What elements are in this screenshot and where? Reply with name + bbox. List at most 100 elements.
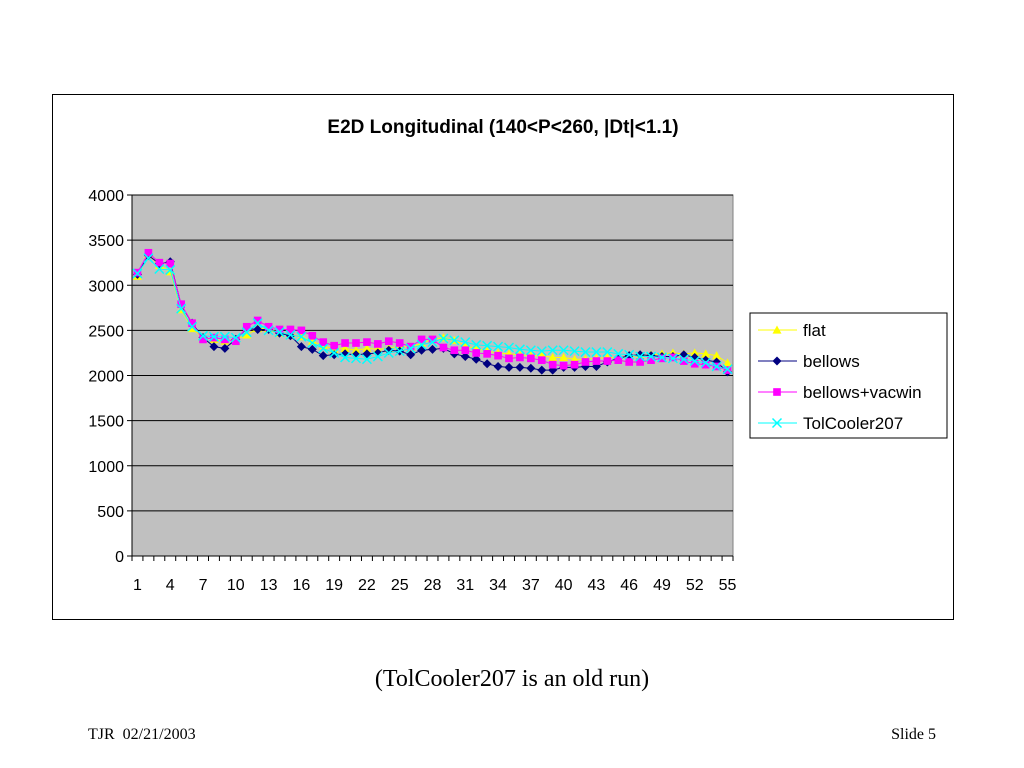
data-point bbox=[187, 324, 197, 333]
marker-x-stroke bbox=[635, 351, 646, 362]
marker-x-stroke bbox=[525, 345, 536, 356]
marker-x-stroke bbox=[471, 339, 482, 350]
data-point bbox=[318, 343, 329, 354]
y-tick-label: 1500 bbox=[88, 414, 124, 431]
marker-x-stroke bbox=[361, 354, 372, 365]
data-point bbox=[362, 343, 372, 353]
data-point bbox=[656, 352, 668, 363]
x-tick-label: 52 bbox=[686, 577, 704, 594]
data-point bbox=[307, 344, 317, 354]
legend-label: TolCooler207 bbox=[803, 414, 903, 433]
marker-x-stroke bbox=[154, 263, 165, 275]
marker-x-stroke bbox=[678, 354, 689, 365]
x-tick-label: 22 bbox=[358, 577, 376, 594]
x-tick-label: 19 bbox=[325, 577, 343, 594]
data-point bbox=[689, 356, 700, 367]
data-point bbox=[690, 348, 700, 357]
data-point bbox=[221, 335, 229, 344]
data-point bbox=[296, 331, 307, 342]
x-tick-label: 4 bbox=[166, 577, 175, 594]
legend-marker bbox=[773, 388, 781, 396]
data-point bbox=[537, 356, 546, 364]
marker-x-stroke bbox=[558, 345, 569, 356]
data-point bbox=[602, 347, 613, 358]
data-point bbox=[723, 358, 733, 367]
marker-x-stroke bbox=[700, 357, 711, 368]
marker-x-stroke bbox=[646, 351, 657, 362]
marker-x-stroke bbox=[176, 303, 187, 314]
data-point bbox=[144, 248, 153, 257]
data-point bbox=[264, 322, 273, 331]
data-point bbox=[351, 345, 361, 354]
marker-x-stroke bbox=[208, 331, 219, 342]
data-point bbox=[614, 356, 623, 364]
marker-x-stroke bbox=[187, 321, 198, 332]
series-3 bbox=[132, 253, 733, 375]
y-tick-label: 3000 bbox=[88, 278, 124, 295]
data-point bbox=[547, 345, 558, 356]
data-point bbox=[417, 335, 426, 344]
marker-x-stroke bbox=[296, 331, 307, 342]
marker-x-stroke bbox=[503, 342, 515, 353]
y-tick-label: 3500 bbox=[88, 233, 124, 250]
y-tick-label: 1000 bbox=[88, 459, 124, 476]
marker-x-stroke bbox=[460, 337, 471, 348]
marker-x-stroke bbox=[143, 253, 154, 264]
marker-x-stroke bbox=[514, 344, 525, 355]
marker-x-stroke bbox=[771, 417, 783, 429]
data-point bbox=[536, 346, 547, 357]
data-point bbox=[504, 362, 514, 372]
data-point bbox=[220, 343, 230, 353]
x-tick-label: 1 bbox=[133, 577, 142, 594]
marker-x-stroke bbox=[482, 340, 493, 351]
y-tick-label: 2000 bbox=[88, 369, 124, 386]
data-point bbox=[461, 346, 470, 355]
data-point bbox=[253, 324, 263, 334]
x-tick-label: 34 bbox=[489, 577, 507, 594]
legend-label: bellows bbox=[803, 352, 860, 371]
marker-x-stroke bbox=[350, 353, 362, 364]
x-tick-label: 25 bbox=[391, 577, 409, 594]
data-point bbox=[253, 316, 262, 325]
data-point bbox=[318, 351, 328, 361]
data-point bbox=[701, 349, 711, 358]
data-point bbox=[341, 339, 349, 347]
data-point bbox=[155, 258, 164, 267]
data-point bbox=[286, 325, 295, 334]
marker-x-stroke bbox=[405, 343, 416, 354]
x-tick-label: 7 bbox=[199, 577, 208, 594]
marker-x-stroke bbox=[230, 332, 241, 343]
legend-entry: bellows bbox=[758, 352, 860, 371]
data-point bbox=[570, 360, 579, 369]
x-tick-label: 49 bbox=[653, 577, 671, 594]
marker-x-stroke bbox=[493, 341, 504, 352]
data-point bbox=[482, 340, 493, 351]
data-point bbox=[460, 337, 471, 348]
marker-x-stroke bbox=[689, 356, 700, 367]
y-tick-label: 4000 bbox=[88, 188, 124, 205]
data-point bbox=[417, 345, 427, 355]
data-point bbox=[197, 330, 209, 341]
x-tick-label: 16 bbox=[292, 577, 310, 594]
data-point bbox=[581, 358, 590, 366]
marker-x-stroke bbox=[711, 361, 722, 372]
data-point bbox=[340, 343, 350, 353]
data-point bbox=[274, 327, 285, 338]
x-tick-label: 55 bbox=[719, 577, 737, 594]
data-point bbox=[242, 330, 252, 339]
marker-x-stroke bbox=[197, 330, 209, 341]
legend-label: flat bbox=[803, 321, 826, 340]
marker-x-stroke bbox=[602, 347, 613, 358]
data-point bbox=[307, 337, 318, 349]
marker-x-stroke bbox=[449, 335, 460, 346]
data-point bbox=[482, 359, 492, 369]
marker-x-stroke bbox=[394, 346, 405, 357]
data-point bbox=[494, 351, 502, 360]
data-point bbox=[548, 352, 558, 362]
data-point bbox=[143, 253, 154, 264]
data-point bbox=[646, 351, 657, 362]
data-point bbox=[308, 331, 317, 340]
marker-x-stroke bbox=[263, 325, 274, 336]
marker-x-stroke bbox=[307, 337, 318, 349]
data-point bbox=[405, 343, 416, 354]
